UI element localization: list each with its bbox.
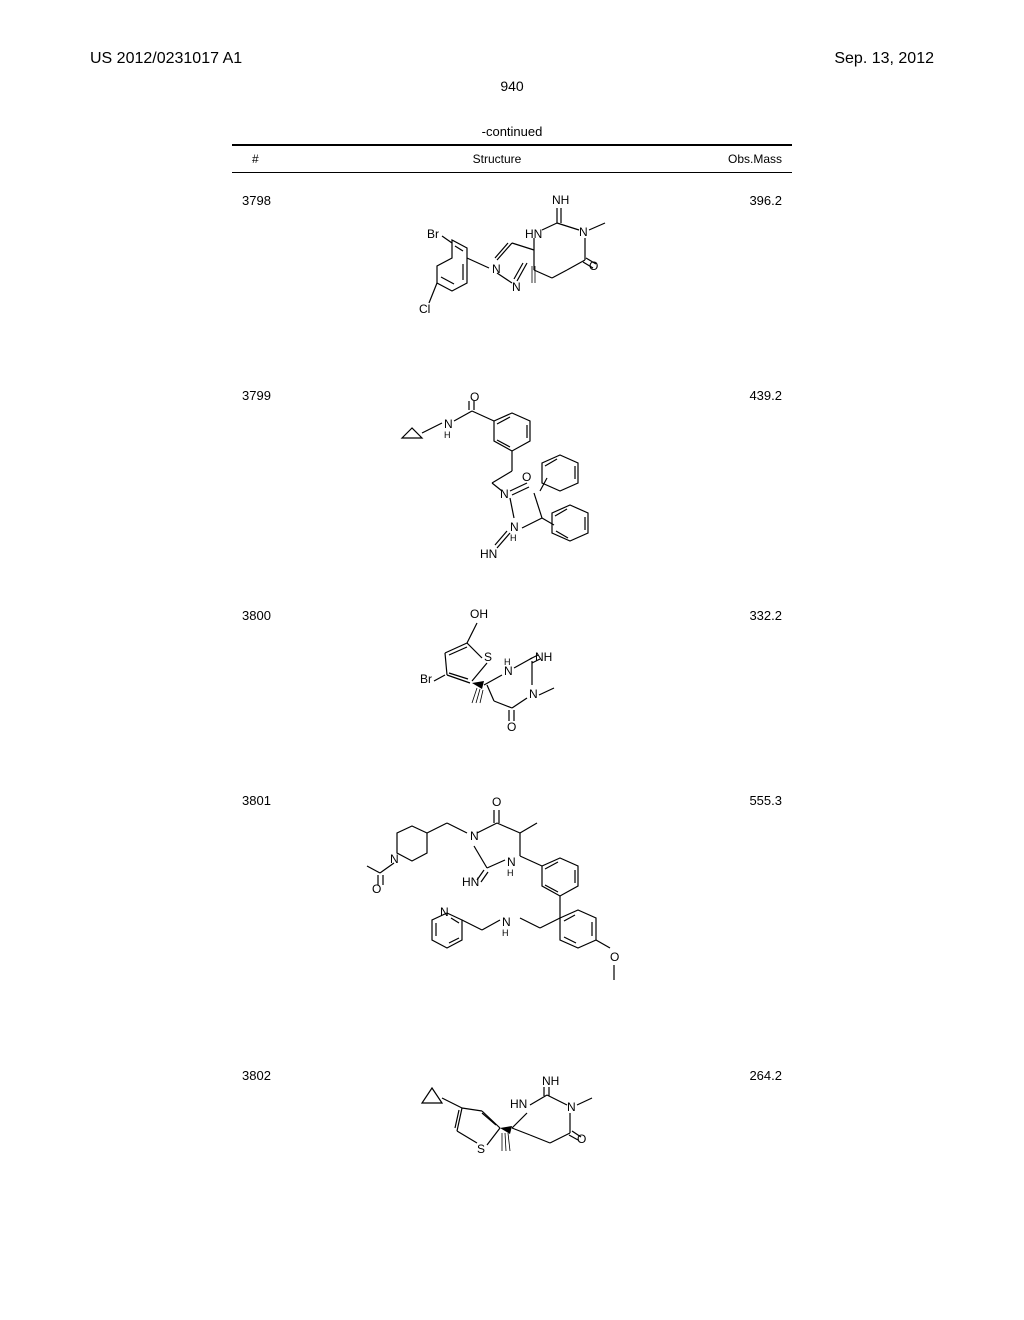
table-header-row: # Structure Obs.Mass <box>232 144 792 173</box>
page-header: US 2012/0231017 A1 Sep. 13, 2012 <box>90 50 934 68</box>
svg-text:H: H <box>502 928 509 938</box>
row-mass: 264.2 <box>702 1063 792 1083</box>
svg-text:O: O <box>470 390 479 404</box>
table-row: 3798 NH HN N O <box>232 173 792 368</box>
svg-text:O: O <box>492 795 501 809</box>
svg-text:O: O <box>610 950 619 964</box>
svg-text:Br: Br <box>427 227 439 241</box>
svg-text:H: H <box>510 533 517 543</box>
svg-text:Br: Br <box>420 672 432 686</box>
row-structure: O N N H HN <box>292 788 702 1033</box>
row-structure: NH HN N O <box>292 188 702 353</box>
svg-text:N: N <box>512 280 521 294</box>
svg-text:OH: OH <box>470 607 488 621</box>
table-row: 3802 S <box>232 1048 792 1183</box>
svg-text:N: N <box>504 664 513 678</box>
svg-text:HN: HN <box>510 1097 527 1111</box>
svg-text:N: N <box>579 225 588 239</box>
chemical-structure-icon: OH S Br H N NH <box>372 603 622 758</box>
row-structure: N H O N O <box>292 383 702 573</box>
row-mass: 332.2 <box>702 603 792 623</box>
svg-text:N: N <box>502 915 511 929</box>
column-header-num: # <box>232 152 292 166</box>
table-row: 3801 O N N H HN <box>232 773 792 1048</box>
svg-text:H: H <box>507 868 514 878</box>
svg-text:NH: NH <box>542 1074 559 1088</box>
row-num: 3801 <box>232 788 292 808</box>
svg-text:O: O <box>372 882 381 896</box>
row-mass: 396.2 <box>702 188 792 208</box>
svg-text:N: N <box>510 520 519 534</box>
svg-text:NH: NH <box>535 650 552 664</box>
chemical-structure-icon: S HN NH N <box>382 1063 612 1168</box>
continued-label: -continued <box>232 124 792 139</box>
svg-text:N: N <box>529 687 538 701</box>
svg-text:HN: HN <box>480 547 497 561</box>
svg-text:O: O <box>507 720 516 734</box>
svg-text:N: N <box>440 905 449 919</box>
publication-date: Sep. 13, 2012 <box>834 50 934 68</box>
structure-table: -continued # Structure Obs.Mass 3798 NH … <box>232 124 792 1183</box>
chemical-structure-icon: N H O N O <box>352 383 642 573</box>
svg-text:NH: NH <box>552 193 569 207</box>
row-num: 3802 <box>232 1063 292 1083</box>
chemical-structure-icon: O N N H HN <box>342 788 652 1033</box>
svg-text:O: O <box>577 1132 586 1146</box>
svg-text:S: S <box>477 1142 485 1156</box>
row-mass: 555.3 <box>702 788 792 808</box>
row-structure: S HN NH N <box>292 1063 702 1168</box>
row-structure: OH S Br H N NH <box>292 603 702 758</box>
row-mass: 439.2 <box>702 383 792 403</box>
svg-text:N: N <box>507 855 516 869</box>
row-num: 3798 <box>232 188 292 208</box>
row-num: 3800 <box>232 603 292 623</box>
svg-text:O: O <box>522 470 531 484</box>
publication-number: US 2012/0231017 A1 <box>90 50 242 68</box>
svg-text:N: N <box>390 852 399 866</box>
column-header-structure: Structure <box>292 152 702 166</box>
table-row: 3799 N H O <box>232 368 792 588</box>
svg-text:N: N <box>470 829 479 843</box>
row-num: 3799 <box>232 383 292 403</box>
svg-text:N: N <box>500 487 509 501</box>
svg-text:HN: HN <box>462 875 479 889</box>
svg-text:N: N <box>567 1100 576 1114</box>
table-row: 3800 OH S Br H <box>232 588 792 773</box>
svg-text:Cl: Cl <box>419 302 430 316</box>
column-header-mass: Obs.Mass <box>702 152 792 166</box>
svg-text:S: S <box>484 650 492 664</box>
svg-text:H: H <box>444 430 451 440</box>
chemical-structure-icon: NH HN N O <box>357 188 637 353</box>
svg-text:N: N <box>444 417 453 431</box>
page-number: 940 <box>90 78 934 94</box>
